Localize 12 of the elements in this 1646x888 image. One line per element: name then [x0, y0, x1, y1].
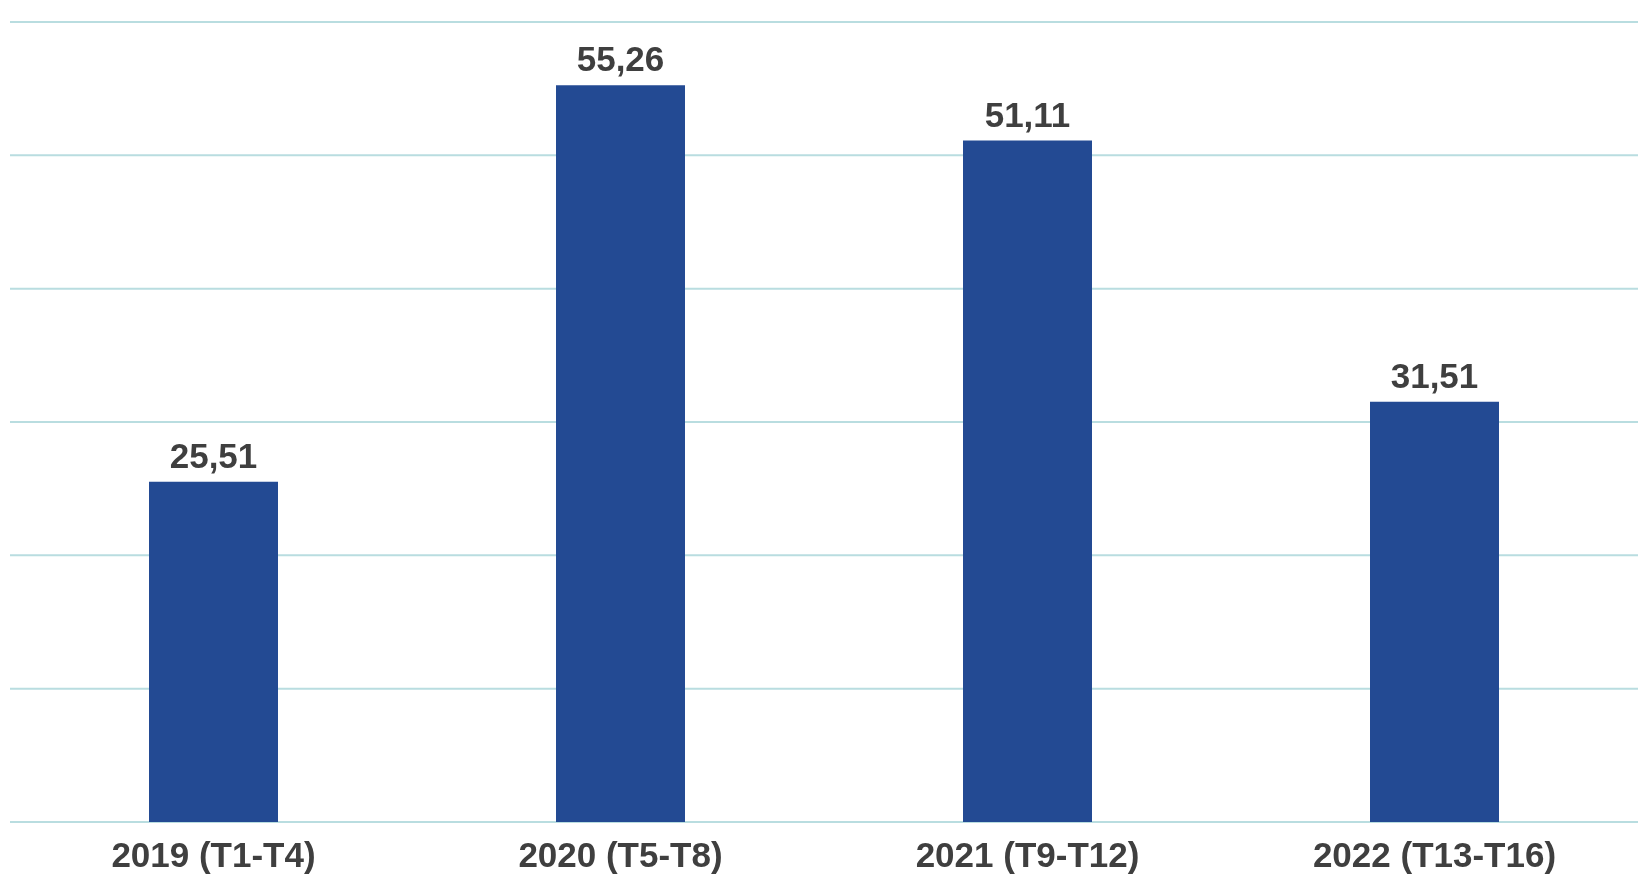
bar: [1370, 401, 1499, 822]
x-tick-label: 2021 (T9-T12): [915, 834, 1140, 874]
bar: [556, 85, 685, 822]
x-tick-label: 2020 (T5-T8): [518, 834, 723, 874]
x-tick-label: 2022 (T13-T16): [1312, 834, 1557, 874]
data-label: 51,11: [984, 94, 1071, 134]
data-label: 31,51: [1390, 355, 1479, 395]
bar: [963, 140, 1092, 822]
x-tick-label: 2019 (T1-T4): [111, 834, 316, 874]
data-label: 55,26: [576, 39, 665, 79]
bar: [149, 481, 278, 822]
data-label: 25,51: [169, 435, 258, 475]
